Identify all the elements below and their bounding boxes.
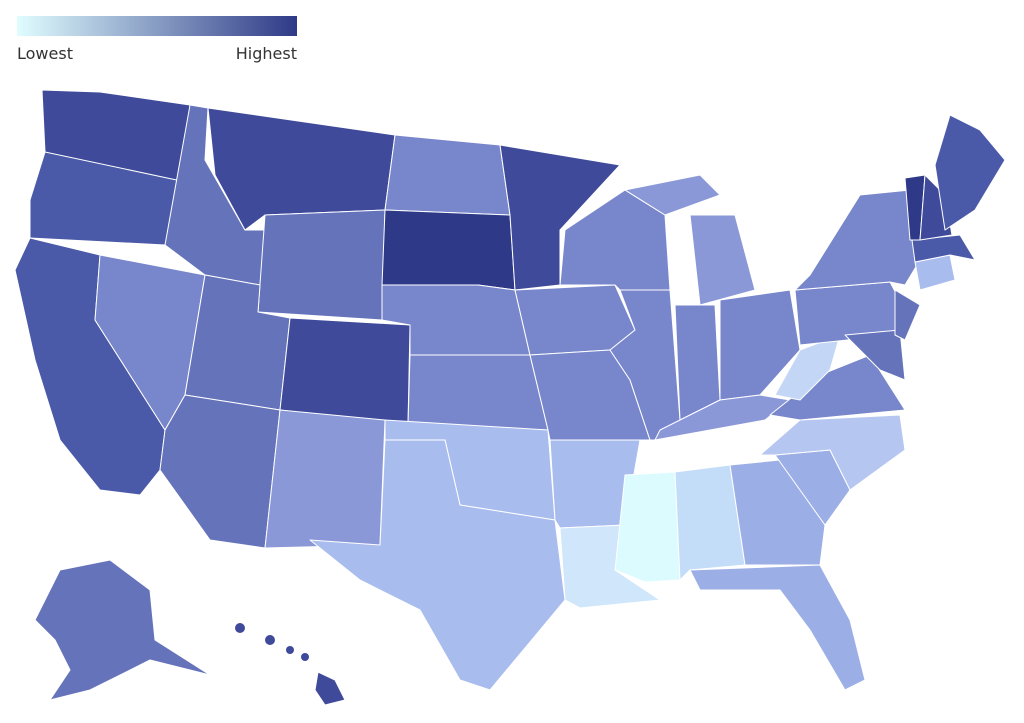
region <box>774 334 841 401</box>
region <box>314 671 346 706</box>
region <box>614 471 681 583</box>
legend-low: Lowest <box>17 44 73 63</box>
region <box>381 209 516 291</box>
region <box>934 114 1006 231</box>
region <box>719 289 801 401</box>
legend-gradient <box>17 16 297 36</box>
region <box>407 354 549 431</box>
region <box>729 459 826 566</box>
states <box>14 89 1006 706</box>
region <box>257 209 386 321</box>
region <box>29 151 187 246</box>
region <box>309 439 566 691</box>
region <box>674 304 721 421</box>
region <box>384 134 511 216</box>
region <box>689 564 866 691</box>
island <box>265 635 275 645</box>
region <box>159 394 281 549</box>
region <box>624 174 721 216</box>
island <box>235 623 245 633</box>
region <box>689 214 756 306</box>
region <box>894 289 921 341</box>
region <box>911 234 976 263</box>
region <box>609 289 681 441</box>
region <box>264 409 386 549</box>
region <box>279 317 411 426</box>
region <box>794 189 921 291</box>
legend-high: Highest <box>236 44 297 63</box>
island <box>286 646 294 654</box>
region <box>844 329 906 381</box>
region <box>34 559 211 701</box>
island <box>301 653 309 661</box>
region <box>654 394 791 441</box>
region <box>674 464 746 581</box>
region <box>759 414 906 491</box>
